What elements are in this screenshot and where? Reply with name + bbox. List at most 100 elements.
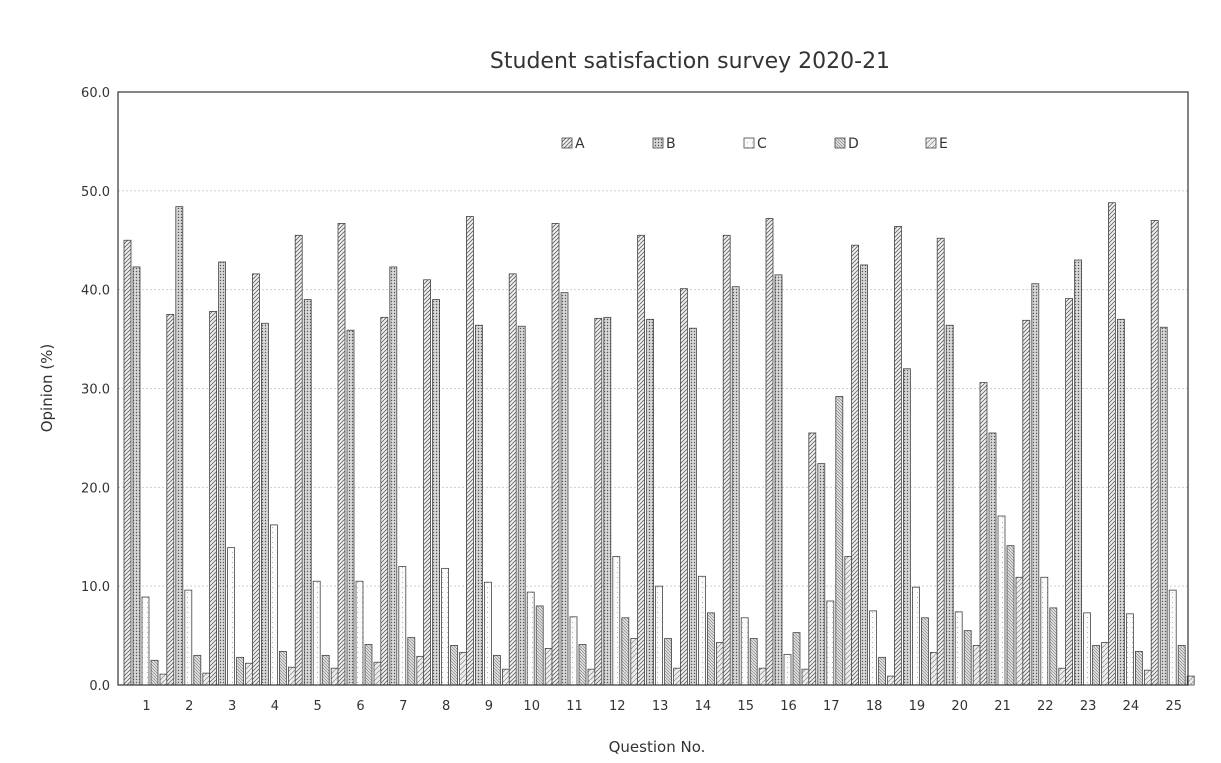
chart-title: Student satisfaction survey 2020-21 [490, 49, 890, 74]
bar-q2-B [175, 206, 184, 686]
bar-q1-D [150, 659, 159, 686]
bar-q10-A [508, 273, 517, 686]
legend-label-C: C [757, 136, 767, 152]
bar-q7-E [416, 655, 425, 686]
bar-q4-A [251, 273, 260, 686]
bar-q17-C [826, 600, 835, 686]
bar-q12-E [630, 638, 639, 686]
bar-q18-D [878, 656, 886, 686]
x-tick-label: 14 [695, 699, 712, 714]
x-tick-label: 24 [1123, 699, 1140, 714]
bar-q22-C [1040, 576, 1049, 686]
bar-q8-C [441, 567, 450, 686]
bar-q25-D [1177, 645, 1186, 686]
y-tick-label: 40.0 [81, 284, 110, 299]
bar-q7-B [389, 266, 398, 686]
bar-q16-C [783, 653, 792, 686]
bar-q15-B [731, 286, 740, 686]
x-tick-label: 22 [1037, 699, 1054, 714]
bar-q16-E [801, 668, 810, 686]
y-axis-label: Opinion (%) [38, 344, 56, 433]
bar-q16-D [792, 632, 801, 686]
bar-q17-A [808, 432, 817, 686]
bar-q21-A [979, 382, 988, 686]
bar-q5-C [312, 580, 321, 686]
bar-q1-E [159, 673, 168, 686]
bar-q24-E [1144, 669, 1152, 686]
bar-q20-B [945, 324, 954, 686]
x-tick-label: 8 [442, 699, 450, 714]
bar-q17-B [817, 463, 826, 686]
bar-q23-E [1101, 642, 1109, 686]
bar-q25-E [1186, 675, 1195, 686]
legend-swatch-D [834, 137, 846, 149]
bar-q18-A [851, 244, 859, 686]
bar-q7-D [407, 637, 416, 686]
bar-q3-E [245, 662, 254, 686]
x-tick-label: 16 [780, 699, 797, 714]
bar-q25-A [1150, 220, 1159, 686]
bar-q1-C [141, 596, 150, 686]
bar-q7-A [380, 316, 389, 686]
x-axis-label: Question No. [609, 738, 706, 756]
bar-q14-B [689, 327, 697, 686]
bar-q20-C [954, 611, 963, 686]
x-tick-label: 1 [142, 699, 150, 714]
bar-q10-C [526, 591, 535, 686]
bar-q5-D [321, 654, 330, 686]
bar-q15-E [758, 667, 767, 686]
x-tick-label: 13 [652, 699, 669, 714]
bar-q21-C [997, 515, 1006, 686]
bar-q9-B [474, 324, 483, 686]
bar-q22-E [1058, 667, 1067, 686]
bars [123, 202, 1195, 686]
bar-q10-B [517, 325, 526, 686]
bar-q6-A [337, 223, 346, 686]
bar-q2-D [193, 654, 202, 686]
bar-q18-E [887, 675, 895, 686]
bar-q8-E [459, 651, 468, 686]
bar-q19-B [903, 368, 911, 686]
bar-q2-A [166, 313, 175, 686]
bar-q3-B [218, 261, 227, 686]
x-axis-ticks: 1 2 3 4 5 6 7 8 9 10 11 12 13 14 15 16 17 18 19 20 21 22 23 24 2… [142, 699, 1182, 714]
bar-q14-A [680, 288, 688, 686]
x-tick-label: 18 [866, 699, 883, 714]
bar-q23-D [1092, 645, 1100, 686]
bar-q22-B [1031, 283, 1040, 686]
bar-q11-A [551, 223, 560, 686]
x-tick-label: 12 [609, 699, 626, 714]
x-tick-label: 6 [356, 699, 364, 714]
bar-q14-C [698, 575, 706, 686]
bar-q7-C [398, 566, 407, 686]
bar-q5-E [330, 667, 339, 686]
bar-q20-D [963, 630, 972, 686]
bar-q15-C [740, 617, 749, 686]
y-tick-label: 30.0 [81, 383, 110, 398]
bar-q24-C [1126, 613, 1134, 686]
plot-area-border [117, 91, 1189, 686]
bar-q5-B [303, 299, 312, 686]
bar-q21-B [988, 432, 997, 686]
bar-q8-D [450, 645, 459, 686]
bar-q17-E [844, 556, 853, 686]
bar-q2-C [184, 589, 193, 686]
x-tick-label: 15 [737, 699, 754, 714]
legend-swatch-C [743, 137, 755, 149]
bar-q23-A [1065, 298, 1073, 686]
x-tick-label: 17 [823, 699, 840, 714]
legend-label-D: D [848, 136, 859, 152]
bar-q13-E [673, 667, 681, 686]
bar-q6-C [355, 580, 364, 686]
bar-q6-D [364, 644, 373, 686]
y-tick-label: 20.0 [81, 481, 110, 496]
bar-q1-B [132, 266, 141, 686]
bar-q24-D [1135, 650, 1143, 686]
x-tick-label: 3 [228, 699, 236, 714]
bar-q13-C [655, 585, 663, 686]
legend-swatch-E [925, 137, 937, 149]
bar-q8-A [423, 279, 432, 686]
bar-q11-E [587, 668, 596, 686]
bar-q23-B [1074, 259, 1082, 686]
